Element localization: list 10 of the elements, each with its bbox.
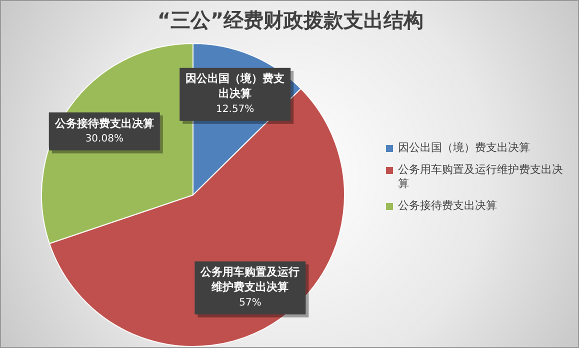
slice-label: 因公出国（境）费支出决算: [186, 72, 285, 100]
chart-title: “三公”经费财政拨款支出结构: [156, 7, 425, 34]
data-label: 57%: [239, 297, 262, 308]
legend-label: 公务接待费支出决算: [398, 199, 497, 213]
slice-label: 公务接待费支出决算: [54, 116, 154, 130]
slice-label: 公务用车购置及运行维护费支出决算: [200, 266, 300, 294]
data-label: 30.08%: [85, 133, 124, 144]
data-label: 12.57%: [216, 104, 254, 115]
legend-label: 因公出国（境）费支出决算: [398, 141, 530, 155]
slice-label: 公务用车购置及运行维护费支出决算: [398, 163, 564, 191]
